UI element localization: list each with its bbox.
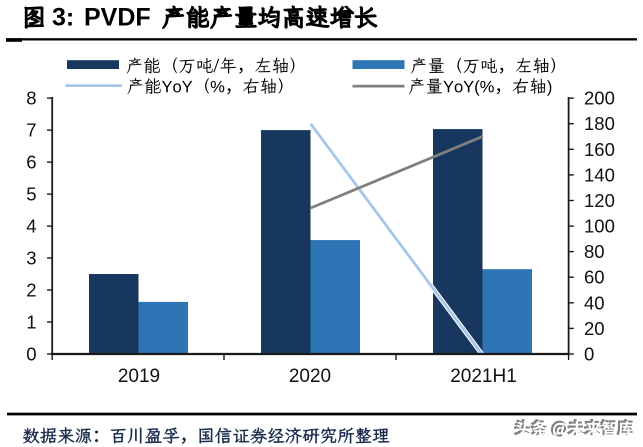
svg-text:8: 8: [26, 88, 36, 109]
svg-text:6: 6: [26, 152, 36, 173]
svg-text:5: 5: [26, 184, 36, 205]
svg-text:2: 2: [26, 280, 36, 301]
svg-text:4: 4: [26, 216, 36, 237]
svg-text:200: 200: [584, 88, 615, 109]
svg-text:140: 140: [584, 164, 615, 185]
svg-text:7: 7: [26, 120, 36, 141]
svg-text:1: 1: [26, 312, 36, 333]
svg-text:2020: 2020: [289, 366, 331, 387]
svg-text:0: 0: [584, 344, 594, 365]
svg-text:2021H1: 2021H1: [450, 366, 517, 387]
svg-text:3:: 3:: [52, 4, 74, 32]
svg-text:40: 40: [584, 292, 605, 313]
svg-text:180: 180: [584, 113, 615, 134]
svg-text:3: 3: [26, 248, 36, 269]
svg-text:0: 0: [26, 344, 36, 365]
svg-text:160: 160: [584, 139, 615, 160]
svg-text:20: 20: [584, 318, 605, 339]
svg-text:60: 60: [584, 267, 605, 288]
svg-text:80: 80: [584, 241, 605, 262]
svg-text:100: 100: [584, 216, 615, 237]
svg-text:2019: 2019: [118, 366, 160, 387]
svg-text:120: 120: [584, 190, 615, 211]
svg-text:PVDF: PVDF: [84, 4, 151, 32]
